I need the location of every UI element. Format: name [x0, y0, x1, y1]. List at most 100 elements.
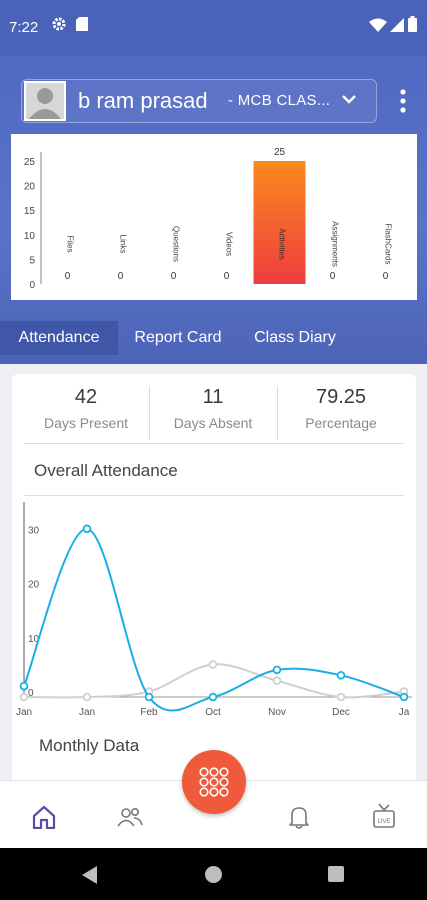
data-point	[272, 676, 282, 686]
days-present-value: 42	[74, 386, 98, 408]
monthly-data-title: Monthly Data	[39, 736, 140, 755]
tab-bar: Attendance Report Card Class Diary	[0, 321, 427, 355]
grid-dot	[199, 787, 209, 797]
class-label: - MCB CLAS...	[228, 92, 331, 109]
y-tick-label: 25	[24, 157, 36, 168]
stat-divider	[149, 386, 150, 440]
data-point	[144, 692, 154, 702]
stat-days-absent: 11 Days Absent	[150, 386, 276, 442]
battery-icon	[408, 16, 417, 32]
chevron-down-icon[interactable]	[340, 90, 358, 108]
x-tick-label: Feb	[140, 707, 158, 718]
y-tick-label: 10	[24, 231, 36, 242]
recents-icon[interactable]	[328, 866, 344, 882]
more-vert-icon[interactable]	[398, 88, 408, 114]
attendance-line-chart: 0 10 20 30 Jan Jan Feb Oct Nov Dec Ja	[16, 502, 412, 718]
y-tick-label: 0	[29, 280, 35, 291]
settings-icon	[52, 17, 66, 31]
data-point	[208, 692, 218, 702]
data-label: 25	[274, 147, 286, 158]
grid-dot	[219, 787, 229, 797]
data-point	[82, 692, 92, 702]
x-tick-label: Oct	[205, 707, 221, 718]
content-chart-card: 0 5 10 15 20 25 Files 0 Links 0 Questions 0 Videos 0 2…	[11, 134, 417, 300]
x-tick-label: Dec	[332, 707, 350, 718]
system-nav-bar	[0, 848, 427, 900]
series-line-1	[23, 527, 405, 712]
data-point	[272, 665, 282, 675]
grid-dot	[199, 777, 209, 787]
status-bar: 7:22	[0, 0, 427, 56]
profile-selector[interactable]	[21, 79, 377, 123]
data-point	[208, 660, 218, 669]
series-line-2	[23, 663, 405, 699]
data-point	[82, 524, 92, 534]
y-tick-label: 30	[28, 525, 40, 536]
stat-days-present: 42 Days Present	[24, 386, 148, 442]
data-label: 0	[171, 271, 177, 282]
data-point	[399, 692, 409, 702]
data-point	[19, 681, 29, 691]
y-tick-label: 10	[28, 634, 40, 645]
avatar	[24, 81, 66, 121]
x-tick-label: Jan	[79, 707, 95, 718]
stat-percentage: 79.25 Percentage	[278, 386, 404, 442]
stat-divider	[277, 386, 278, 440]
category-label: Files	[66, 236, 75, 253]
apps-grid-icon	[199, 767, 229, 797]
category-label: Assignments	[331, 221, 340, 267]
x-tick-label: Jan	[16, 707, 32, 718]
percentage-label: Percentage	[305, 415, 377, 431]
tab-report-card[interactable]: Report Card	[134, 329, 222, 346]
bell-icon[interactable]	[288, 805, 310, 829]
category-label: Videos	[225, 232, 234, 256]
data-label: 0	[65, 271, 71, 282]
y-tick-label: 20	[28, 580, 40, 591]
grid-dot	[209, 767, 219, 777]
category-label: Questions	[172, 226, 181, 262]
bar-activities	[253, 161, 306, 284]
grid-dot	[199, 767, 209, 777]
days-present-label: Days Present	[43, 415, 129, 431]
home-circle-icon[interactable]	[205, 866, 222, 883]
sd-card-icon	[76, 17, 88, 31]
back-icon[interactable]	[82, 866, 98, 884]
apps-fab-button[interactable]	[182, 750, 246, 814]
data-label: 0	[383, 271, 389, 282]
tab-attendance[interactable]: Attendance	[0, 321, 118, 355]
profile-name: b ram prasad	[78, 88, 208, 113]
category-label: FlashCards	[384, 224, 393, 265]
tab-class-diary[interactable]: Class Diary	[254, 329, 336, 346]
data-label: 0	[330, 271, 336, 282]
grid-dot	[219, 767, 229, 777]
wifi-icon	[369, 18, 387, 32]
days-absent-value: 11	[202, 386, 224, 408]
live-tv-icon[interactable]: LIVE	[372, 803, 396, 829]
content-bar-chart: 0 5 10 15 20 25 Files 0 Links 0 Questions 0 Videos 0 2…	[24, 147, 393, 291]
grid-dot	[209, 787, 219, 797]
x-tick-label: Ja	[399, 707, 410, 718]
y-tick-label: 5	[29, 255, 35, 266]
data-point	[336, 692, 346, 702]
data-label: 0	[224, 271, 230, 282]
grid-dot	[219, 777, 229, 787]
status-time: 7:22	[9, 19, 39, 36]
stats-divider	[24, 443, 404, 444]
people-icon[interactable]	[117, 806, 143, 828]
data-point	[336, 671, 346, 680]
svg-text:LIVE: LIVE	[377, 819, 390, 825]
home-icon[interactable]	[31, 805, 57, 829]
y-tick-label: 15	[24, 206, 36, 217]
x-tick-label: Nov	[268, 707, 286, 718]
overall-attendance-title: Overall Attendance	[34, 461, 178, 480]
category-label: Links	[119, 235, 128, 254]
data-point	[19, 692, 29, 702]
attendance-card	[12, 374, 416, 794]
y-tick-label: 20	[24, 182, 36, 193]
percentage-value: 79.25	[315, 386, 367, 408]
signal-icon	[390, 18, 404, 32]
y-tick-label: 0	[28, 688, 34, 699]
days-absent-label: Days Absent	[173, 415, 253, 431]
grid-dot	[209, 777, 219, 787]
category-label: Activities	[278, 228, 287, 260]
